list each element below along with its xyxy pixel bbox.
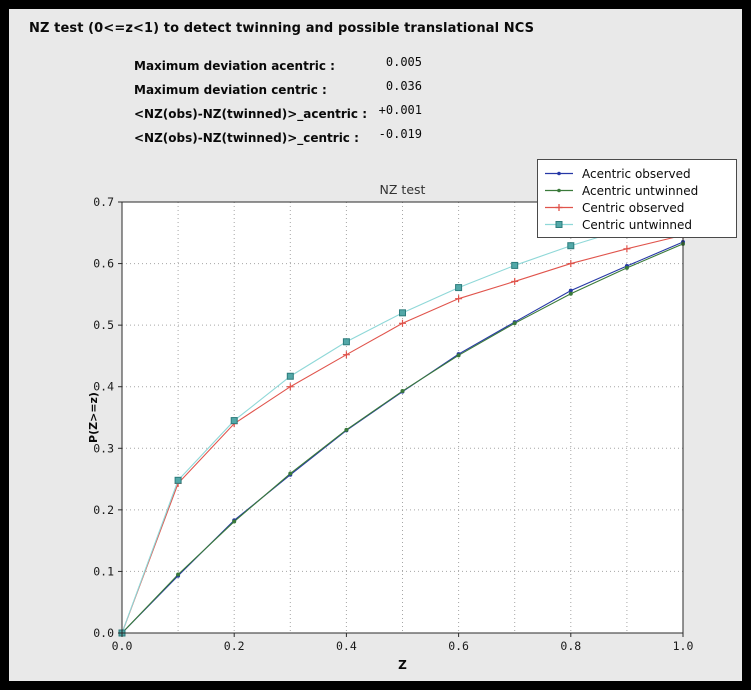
square-marker-icon <box>174 476 182 484</box>
legend-item-acentric-observed: Acentric observed <box>544 165 730 182</box>
stat-label: <NZ(obs)-NZ(twinned)>_centric : <box>134 131 359 145</box>
legend-label: Centric observed <box>582 200 685 215</box>
stat-value: +0.001 <box>378 103 422 117</box>
square-marker-icon <box>286 372 294 380</box>
x-tick-label: 1.0 <box>673 639 694 653</box>
stat-value: 0.005 <box>385 55 422 69</box>
dot-marker-icon <box>176 572 181 577</box>
y-tick-label: 0.2 <box>93 503 114 517</box>
legend-line-sample <box>545 204 573 211</box>
nz-test-chart: 0.0 0.2 0.4 0.6 0.8 1.0 0.0 0.1 0.2 0.3 0.4 0.5 0.6 0… <box>87 182 694 672</box>
dot-marker-icon <box>344 427 349 432</box>
plot-border <box>121 201 684 634</box>
dot-marker-icon <box>624 265 629 270</box>
dot-marker-icon <box>568 288 573 293</box>
square-marker-icon <box>230 417 238 425</box>
square-marker-icon <box>399 309 406 317</box>
dot-marker-icon <box>232 519 237 524</box>
x-tick-label: 0.2 <box>224 639 245 653</box>
plot-background <box>122 202 683 633</box>
stat-label: Maximum deviation centric : <box>134 83 327 97</box>
legend-line-sample <box>545 171 573 176</box>
y-tick-label: 0.5 <box>93 318 114 332</box>
dot-marker-icon <box>557 188 561 193</box>
x-tick-label: 0.6 <box>448 639 469 653</box>
legend-item-acentric-untwinned: Acentric untwinned <box>544 182 730 199</box>
stat-value: -0.019 <box>378 127 422 141</box>
legend-line-sample <box>545 188 573 193</box>
chart-area: 0.0 0.2 0.4 0.6 0.8 1.0 0.0 0.1 0.2 0.3 0.4 0.5 0.6 0… <box>9 147 742 681</box>
y-tick-label: 0.0 <box>93 626 114 640</box>
legend-label: Acentric observed <box>582 166 691 181</box>
stat-label: Maximum deviation acentric : <box>134 59 335 73</box>
square-marker-icon <box>567 242 575 250</box>
dot-marker-icon <box>512 321 517 326</box>
stat-label: <NZ(obs)-NZ(twinned)>_acentric : <box>134 107 367 121</box>
x-tick-label: 0.0 <box>112 639 133 653</box>
square-marker-icon <box>511 261 519 269</box>
plot-panel: NZ test (0<=z<1) to detect twinning and … <box>9 9 742 681</box>
legend: Acentric observed Acentric untwinned Cen… <box>537 159 737 238</box>
y-tick-label: 0.4 <box>93 380 114 394</box>
dot-marker-icon <box>288 471 293 476</box>
stat-nz-diff-centric: <NZ(obs)-NZ(twinned)>_centric : -0.019 <box>134 127 454 151</box>
x-tick-label: 0.8 <box>560 639 581 653</box>
dot-marker-icon <box>557 171 561 176</box>
dot-marker-icon <box>400 389 405 394</box>
dot-marker-icon <box>456 353 461 358</box>
stat-value: 0.036 <box>385 79 422 93</box>
page-title: NZ test (0<=z<1) to detect twinning and … <box>29 21 535 36</box>
square-marker-icon <box>455 284 463 292</box>
dot-marker-icon <box>568 291 573 296</box>
legend-item-centric-untwinned: Centric untwinned <box>544 216 730 233</box>
legend-item-centric-observed: Centric observed <box>544 199 730 216</box>
chart-title: NZ test <box>380 182 426 197</box>
legend-line-sample <box>545 221 573 228</box>
stat-max-deviation-centric: Maximum deviation centric : 0.036 <box>134 79 454 103</box>
legend-label: Acentric untwinned <box>582 183 699 198</box>
square-marker-icon <box>555 221 563 228</box>
y-tick-label: 0.3 <box>93 441 114 455</box>
y-axis-label: P(Z>=z) <box>87 392 100 443</box>
x-tick-label: 0.4 <box>336 639 357 653</box>
y-tick-label: 0.7 <box>93 195 114 209</box>
y-tick-label: 0.6 <box>93 257 114 271</box>
y-tick-label: 0.1 <box>93 564 114 578</box>
x-axis-label: Z <box>398 658 407 672</box>
stat-max-deviation-acentric: Maximum deviation acentric : 0.005 <box>134 55 454 79</box>
stat-nz-diff-acentric: <NZ(obs)-NZ(twinned)>_acentric : +0.001 <box>134 103 454 127</box>
stats-block: Maximum deviation acentric : 0.005 Maxim… <box>134 55 454 151</box>
legend-label: Centric untwinned <box>582 217 693 232</box>
square-marker-icon <box>342 338 350 346</box>
